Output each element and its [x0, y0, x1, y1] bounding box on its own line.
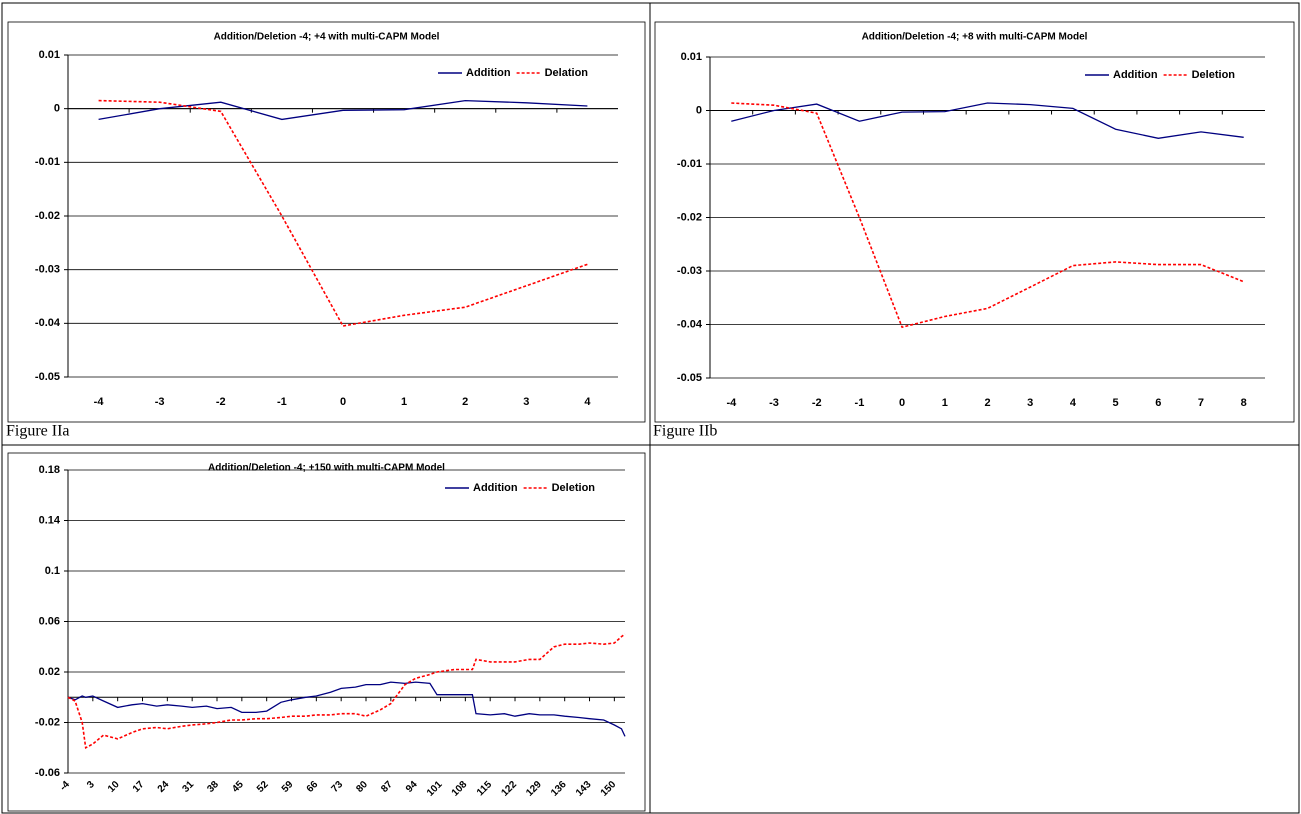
y-tick-label: -0.02	[35, 210, 60, 222]
x-tick-label: 45	[230, 779, 246, 795]
y-tick-label: -0.05	[35, 371, 60, 383]
series-line	[67, 681, 626, 737]
legend-label: Deletion	[1192, 69, 1236, 81]
x-tick-label: 115	[475, 779, 494, 798]
x-tick-label: -2	[812, 397, 822, 409]
x-tick-label: -4	[94, 396, 105, 408]
series-line	[98, 99, 588, 121]
chart-title: Addition/Deletion -4; +4 with multi-CAPM…	[214, 32, 440, 43]
y-tick-label: 0.18	[39, 464, 60, 476]
x-tick-label: 66	[305, 779, 321, 795]
x-tick-label: 87	[379, 779, 395, 795]
y-tick-label: -0.01	[35, 156, 60, 168]
y-tick-label: -0.03	[35, 264, 60, 276]
y-tick-label: 0.01	[39, 49, 60, 61]
x-tick-label: 2	[984, 397, 990, 409]
chart-frame	[7, 452, 646, 812]
figure-caption: Figure IIa	[6, 423, 70, 440]
x-tick-label: 1	[942, 397, 948, 409]
x-tick-label: -3	[769, 397, 779, 409]
x-tick-label: 136	[549, 779, 569, 799]
y-tick-label: 0.1	[45, 565, 60, 577]
chart-title: Addition/Deletion -4; +8 with multi-CAPM…	[862, 32, 1088, 43]
x-tick-label: 0	[340, 396, 346, 408]
chart-title: Addition/Deletion -4; +150 with multi-CA…	[208, 463, 445, 474]
y-tick-label: 0.02	[39, 666, 60, 678]
x-tick-label: 2	[462, 396, 468, 408]
y-tick-label: -0.01	[677, 158, 702, 170]
series-line	[67, 633, 626, 750]
x-tick-label: 1	[401, 396, 407, 408]
y-tick-label: -0.02	[35, 716, 60, 728]
series-line	[731, 102, 1244, 139]
legend-label: Addition	[473, 482, 518, 494]
y-tick-label: 0.01	[681, 51, 702, 63]
x-tick-label: 73	[330, 779, 346, 795]
x-tick-label: 150	[599, 779, 619, 799]
legend-label: Deletion	[552, 482, 596, 494]
y-tick-label: -0.05	[677, 372, 702, 384]
y-tick-label: -0.02	[677, 211, 702, 223]
x-tick-label: 80	[354, 779, 370, 795]
x-tick-label: 17	[131, 779, 147, 795]
y-tick-label: 0	[696, 104, 702, 116]
legend-label: Delation	[545, 67, 589, 79]
x-tick-label: 4	[584, 396, 591, 408]
y-tick-label: 0	[54, 103, 60, 115]
x-tick-label: 108	[450, 779, 470, 799]
y-tick-label: -0.03	[677, 265, 702, 277]
y-tick-label: -0.04	[677, 318, 703, 330]
x-tick-label: 129	[524, 779, 544, 799]
x-tick-label: 52	[255, 779, 271, 795]
x-tick-label: -3	[155, 396, 165, 408]
x-tick-label: 3	[85, 779, 97, 791]
x-tick-label: 59	[280, 779, 296, 795]
x-tick-label: -1	[277, 396, 287, 408]
legend-label: Addition	[466, 67, 511, 79]
y-tick-label: 0.14	[39, 514, 61, 526]
x-tick-label: -4	[58, 779, 72, 793]
y-tick-label: -0.04	[35, 317, 61, 329]
x-tick-label: -4	[726, 397, 737, 409]
x-tick-label: 8	[1241, 397, 1247, 409]
y-tick-label: -0.06	[35, 767, 60, 779]
x-tick-label: 143	[574, 779, 594, 799]
x-tick-label: 5	[1113, 397, 1119, 409]
chart-frame	[7, 21, 646, 423]
x-tick-label: 3	[523, 396, 529, 408]
x-tick-label: -1	[855, 397, 865, 409]
legend-label: Addition	[1113, 69, 1158, 81]
series-line	[731, 102, 1244, 329]
x-tick-label: 3	[1027, 397, 1033, 409]
x-tick-label: -2	[216, 396, 226, 408]
x-tick-label: 24	[156, 779, 172, 795]
x-tick-label: 10	[106, 779, 122, 795]
x-tick-label: 0	[899, 397, 905, 409]
y-tick-label: 0.06	[39, 615, 60, 627]
chart-frame	[654, 21, 1295, 423]
x-tick-label: 7	[1198, 397, 1204, 409]
series-line	[98, 99, 588, 327]
x-tick-label: 6	[1155, 397, 1161, 409]
figure-caption: Figure IIb	[653, 423, 717, 440]
x-tick-label: 101	[425, 779, 445, 799]
x-tick-label: 31	[181, 779, 197, 795]
x-tick-label: 94	[404, 779, 420, 795]
x-tick-label: 122	[499, 779, 519, 799]
x-tick-label: 38	[205, 779, 221, 795]
x-tick-label: 4	[1070, 397, 1077, 409]
